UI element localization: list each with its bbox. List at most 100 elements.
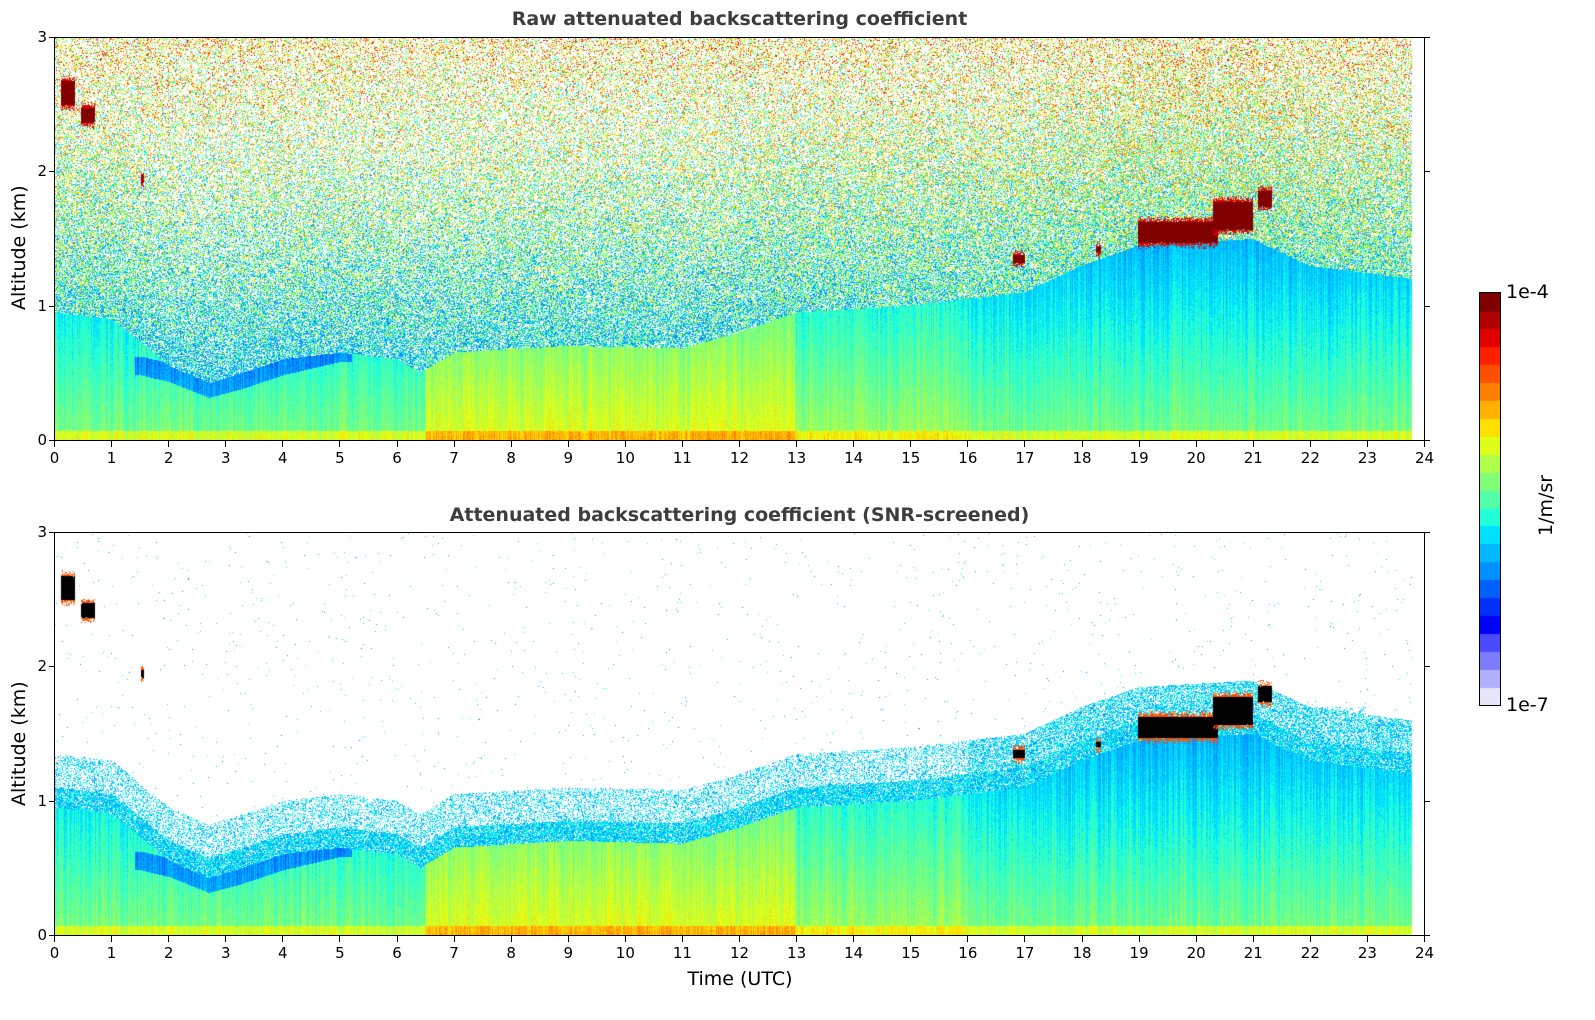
x-tick-mark bbox=[510, 441, 512, 447]
x-tick-label: 10 bbox=[615, 944, 635, 962]
top-chart-title: Raw attenuated backscattering coefficien… bbox=[511, 8, 968, 30]
bottom-plot-area bbox=[54, 532, 1425, 936]
x-tick-label: 13 bbox=[787, 449, 807, 467]
x-tick-mark bbox=[396, 441, 398, 447]
x-tick-label: 11 bbox=[672, 449, 692, 467]
x-tick-mark bbox=[339, 936, 341, 942]
raw-backscatter-heatmap bbox=[55, 38, 1424, 440]
y-tick-label: 1 bbox=[37, 791, 47, 810]
x-tick-mark bbox=[1366, 441, 1368, 447]
x-tick-mark bbox=[624, 441, 626, 447]
x-tick-mark bbox=[168, 936, 170, 942]
x-tick-label: 21 bbox=[1243, 944, 1263, 962]
x-tick-mark bbox=[1309, 936, 1311, 942]
y-tick-label: 1 bbox=[37, 296, 47, 315]
y-tick-mark bbox=[1424, 171, 1430, 173]
x-tick-label: 0 bbox=[49, 449, 60, 467]
x-tick-mark bbox=[111, 936, 113, 942]
x-tick-mark bbox=[339, 441, 341, 447]
x-tick-mark bbox=[111, 441, 113, 447]
x-tick-label: 19 bbox=[1129, 449, 1149, 467]
y-tick-label: 2 bbox=[37, 162, 47, 181]
x-tick-mark bbox=[54, 441, 55, 447]
x-tick-label: 23 bbox=[1357, 449, 1377, 467]
y-tick-mark bbox=[49, 37, 55, 38]
x-tick-label: 9 bbox=[563, 449, 574, 467]
x-tick-mark bbox=[1195, 936, 1197, 942]
x-tick-label: 1 bbox=[106, 449, 117, 467]
x-tick-label: 4 bbox=[278, 449, 288, 467]
x-tick-mark bbox=[1424, 441, 1425, 447]
x-tick-label: 6 bbox=[392, 449, 402, 467]
snr-screened-backscatter-heatmap bbox=[55, 533, 1424, 935]
x-tick-label: 2 bbox=[163, 944, 174, 962]
x-tick-label: 18 bbox=[1072, 944, 1092, 962]
y-tick-mark bbox=[49, 800, 55, 802]
y-tick-mark bbox=[49, 440, 55, 441]
colorbar-unit-label: 1/m/sr bbox=[1535, 474, 1557, 536]
x-tick-label: 5 bbox=[335, 449, 345, 467]
x-tick-mark bbox=[1138, 441, 1140, 447]
x-tick-label: 20 bbox=[1186, 944, 1206, 962]
x-tick-label: 21 bbox=[1243, 449, 1263, 467]
x-tick-mark bbox=[910, 441, 912, 447]
x-tick-label: 19 bbox=[1129, 944, 1149, 962]
colorbar-min-label: 1e-7 bbox=[1506, 694, 1549, 716]
x-tick-label: 12 bbox=[729, 944, 750, 962]
x-tick-label: 5 bbox=[335, 944, 345, 962]
x-tick-label: 18 bbox=[1072, 449, 1092, 467]
x-tick-mark bbox=[739, 441, 740, 447]
y-tick-mark bbox=[1424, 935, 1430, 936]
y-tick-mark bbox=[49, 171, 55, 173]
x-tick-mark bbox=[1252, 936, 1254, 942]
x-tick-mark bbox=[853, 441, 855, 447]
x-tick-mark bbox=[282, 441, 284, 447]
x-tick-label: 1 bbox=[106, 944, 117, 962]
x-tick-mark bbox=[1252, 441, 1254, 447]
x-tick-mark bbox=[853, 936, 855, 942]
x-tick-mark bbox=[1424, 936, 1425, 942]
x-tick-mark bbox=[1195, 441, 1197, 447]
x-tick-mark bbox=[282, 936, 284, 942]
colorbar-gradient bbox=[1480, 293, 1500, 705]
y-tick-label: 2 bbox=[37, 657, 47, 676]
x-tick-label: 22 bbox=[1300, 944, 1320, 962]
y-tick-label: 3 bbox=[37, 28, 47, 46]
x-tick-mark bbox=[739, 936, 740, 942]
x-tick-label: 13 bbox=[787, 944, 807, 962]
x-tick-label: 14 bbox=[844, 944, 864, 962]
x-tick-mark bbox=[510, 936, 512, 942]
x-tick-label: 7 bbox=[449, 449, 459, 467]
y-tick-mark bbox=[49, 305, 55, 307]
x-tick-label: 23 bbox=[1357, 944, 1377, 962]
x-tick-mark bbox=[168, 441, 170, 447]
x-tick-label: 17 bbox=[1015, 944, 1035, 962]
x-tick-mark bbox=[910, 936, 912, 942]
x-tick-label: 10 bbox=[615, 449, 635, 467]
x-tick-mark bbox=[967, 936, 969, 942]
x-tick-label: 8 bbox=[506, 944, 516, 962]
top-y-axis-label: Altitude (km) bbox=[8, 185, 30, 310]
x-tick-mark bbox=[796, 441, 798, 447]
y-tick-mark bbox=[49, 935, 55, 936]
x-tick-mark bbox=[1081, 441, 1083, 447]
y-tick-label: 0 bbox=[37, 926, 47, 944]
x-tick-mark bbox=[796, 936, 798, 942]
x-tick-mark bbox=[967, 441, 969, 447]
x-tick-mark bbox=[1024, 936, 1026, 942]
x-tick-mark bbox=[1024, 441, 1026, 447]
top-plot-area bbox=[54, 37, 1425, 441]
x-axis-label: Time (UTC) bbox=[687, 968, 793, 990]
x-tick-label: 17 bbox=[1015, 449, 1035, 467]
x-tick-mark bbox=[681, 936, 683, 942]
x-tick-label: 6 bbox=[392, 944, 402, 962]
x-tick-mark bbox=[54, 936, 55, 942]
x-tick-label: 24 bbox=[1414, 944, 1435, 962]
colorbar-max-label: 1e-4 bbox=[1506, 281, 1549, 303]
x-tick-mark bbox=[624, 936, 626, 942]
x-tick-label: 4 bbox=[278, 944, 288, 962]
y-tick-mark bbox=[49, 666, 55, 668]
x-tick-label: 0 bbox=[49, 944, 60, 962]
x-tick-label: 12 bbox=[729, 449, 750, 467]
y-tick-label: 3 bbox=[37, 523, 47, 541]
